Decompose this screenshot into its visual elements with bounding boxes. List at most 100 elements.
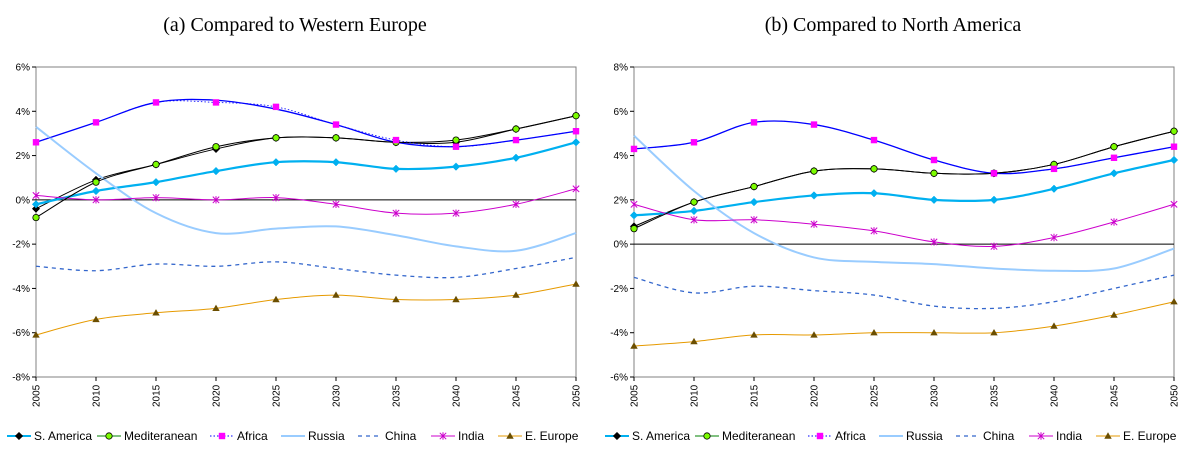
extra-point-b-0-1	[690, 198, 698, 206]
series-a-e-europe	[32, 280, 580, 338]
legend-swatch-b-2	[808, 432, 832, 440]
extra-point-a-0-5	[332, 134, 340, 142]
point-b-6-8	[1110, 311, 1118, 318]
point-b-1-4	[869, 189, 879, 198]
extra-point-b-0-8	[1110, 143, 1118, 151]
legend-swatch-b-5	[1029, 432, 1053, 440]
legend-label-a-3: Russia	[308, 429, 345, 443]
point-b-6-7	[1050, 322, 1058, 329]
extra-point-b-0-3	[810, 167, 818, 175]
chart-title-b: (b) Compared to North America	[764, 14, 1022, 36]
point-b-5-3	[810, 220, 818, 228]
legend-label-b-0: S. America	[632, 429, 691, 443]
extra-series-a-1	[32, 99, 580, 150]
extra-point-a-0-0	[32, 213, 40, 222]
point-b-6-5	[930, 329, 938, 336]
series-a-india	[32, 185, 580, 217]
y-tick-label-b-1: -4%	[610, 328, 628, 339]
point-b-5-9	[1170, 200, 1178, 208]
series-line-b-2	[633, 120, 1175, 175]
extra-line-a-0	[35, 115, 577, 219]
point-a-5-3	[212, 196, 220, 204]
point-a-6-7	[452, 295, 460, 303]
point-b-1-5	[929, 195, 939, 205]
x-tick-label-b-6: 2035	[990, 384, 1001, 407]
extra-line-b-1	[633, 120, 1175, 175]
point-b-5-8	[1110, 218, 1118, 226]
legend-label-a-6: E. Europe	[525, 429, 579, 443]
legend-label-a-2: Africa	[237, 429, 268, 443]
point-b-5-4	[870, 227, 878, 235]
point-a-1-9	[571, 138, 581, 147]
extra-point-a-0-7	[452, 136, 460, 144]
legend-b: S. America Mediteranean Africa Russia China I…	[598, 427, 1196, 445]
plot-area-b	[633, 66, 1175, 378]
x-tick-label-a-3: 2020	[212, 384, 223, 407]
extra-point-a-0-9	[572, 112, 580, 120]
point-b-6-2	[750, 331, 758, 338]
extra-point-b-0-9	[1170, 127, 1178, 135]
point-a-6-0	[32, 331, 40, 338]
chart-title-a: (a) Compared to Western Europe	[163, 14, 427, 36]
legend-label-b-3: Russia	[906, 429, 943, 443]
extra-point-b-0-2	[750, 182, 758, 191]
legend-swatch-a-6	[498, 432, 522, 439]
x-tick-label-b-8: 2045	[1110, 384, 1121, 407]
x-tick-label-b-1: 2010	[690, 384, 701, 407]
point-b-6-1	[690, 337, 698, 345]
extra-line-b-0	[633, 130, 1175, 230]
series-line-b-5	[633, 203, 1175, 247]
point-a-5-6	[392, 209, 400, 217]
series-a-mediteranean	[31, 138, 581, 209]
x-tick-label-a-0: 2005	[32, 384, 43, 407]
chart-a-plot: -8% -6% -4% -2% 0% 2% 4% 6% 2005 2010 2015 2020 2025…	[12, 63, 582, 408]
x-tick-label-a-8: 2045	[512, 384, 523, 407]
extra-point-a-1-5	[332, 121, 340, 128]
series-b-mediteranean	[629, 155, 1179, 220]
point-b-1-0	[629, 211, 639, 220]
extra-point-b-1-2	[750, 119, 758, 126]
y-tick-label-a-3: -2%	[12, 240, 30, 251]
y-tick-label-a-1: -6%	[12, 328, 30, 339]
y-tick-label-b-5: 4%	[614, 151, 629, 162]
legend-swatch-a-2	[210, 432, 234, 440]
extra-point-a-0-4	[272, 134, 280, 142]
legend-marker-a-5	[439, 432, 447, 440]
legend-item-b-4: China	[955, 427, 1014, 445]
legend-label-a-1: Mediteranean	[124, 429, 198, 443]
legend-swatch-b-1	[695, 432, 719, 440]
point-a-5-8	[512, 200, 520, 208]
x-tick-label-b-9: 2050	[1170, 384, 1181, 407]
point-b-5-6	[990, 242, 998, 251]
legend-item-b-0: S. America	[604, 427, 690, 445]
legend-swatch-b-3	[879, 435, 903, 437]
series-line-b-1	[633, 158, 1175, 217]
legend-marker-a-1	[105, 432, 113, 440]
legend-marker-b-5	[1037, 432, 1045, 440]
point-b-1-8	[1109, 169, 1119, 178]
extra-point-a-1-6	[392, 136, 400, 144]
legend-item-a-4: China	[357, 427, 416, 445]
legend-item-b-6: E. Europe	[1095, 427, 1176, 445]
x-tick-label-b-3: 2020	[810, 384, 821, 407]
point-b-6-4	[870, 329, 878, 336]
extra-point-a-1-2	[152, 99, 160, 106]
x-tick-label-a-1: 2010	[92, 384, 103, 407]
extra-point-b-1-3	[810, 121, 818, 128]
extra-point-a-1-7	[452, 143, 460, 150]
x-tick-label-a-7: 2040	[452, 384, 463, 407]
extra-point-a-1-0	[32, 139, 40, 146]
point-a-6-4	[272, 295, 280, 303]
legend-swatch-a-3	[281, 435, 305, 437]
legend-marker-b-1	[703, 432, 711, 440]
legend-swatch-a-4	[358, 435, 382, 437]
legend-item-b-2: Africa	[807, 427, 866, 445]
series-b-india	[630, 200, 1178, 251]
point-b-5-2	[750, 216, 758, 224]
legend-swatch-b-6	[1096, 432, 1120, 439]
legend-label-b-5: India	[1056, 429, 1083, 443]
chart-panel-a: (a) Compared to Western Europe -8% -6% -4%…	[0, 0, 590, 449]
point-b-1-7	[1049, 184, 1059, 193]
legend-swatch-a-0	[7, 431, 31, 441]
legend-marker-b-2	[816, 432, 824, 440]
